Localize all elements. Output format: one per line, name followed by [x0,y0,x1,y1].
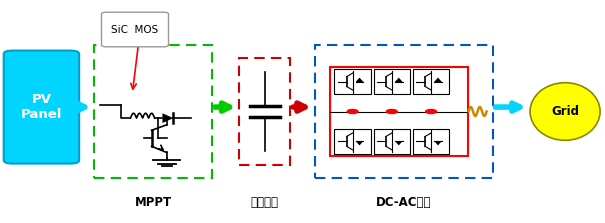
Polygon shape [356,141,364,145]
Polygon shape [395,141,403,145]
Bar [315,45,492,178]
Bar [413,129,449,154]
Polygon shape [163,113,173,123]
FancyBboxPatch shape [102,12,169,47]
Circle shape [387,109,397,114]
Text: Grid: Grid [551,105,579,118]
Bar [330,67,468,156]
Ellipse shape [530,83,600,140]
Circle shape [426,109,436,114]
Polygon shape [434,141,442,145]
Text: SiC  MOS: SiC MOS [111,25,159,35]
Text: PV
Panel: PV Panel [21,93,62,121]
Text: 直流滤波: 直流滤波 [251,196,279,209]
Circle shape [347,109,358,114]
Text: DC-AC逆变: DC-AC逆变 [376,196,431,209]
Polygon shape [395,78,403,82]
Text: MPPT: MPPT [134,196,172,209]
Bar [374,129,410,154]
Polygon shape [434,78,442,82]
Bar [335,69,371,94]
Polygon shape [356,78,364,82]
Bar [239,58,290,165]
Bar [94,45,212,178]
Bar [413,69,449,94]
FancyBboxPatch shape [4,51,79,164]
Bar [335,129,371,154]
Bar [374,69,410,94]
